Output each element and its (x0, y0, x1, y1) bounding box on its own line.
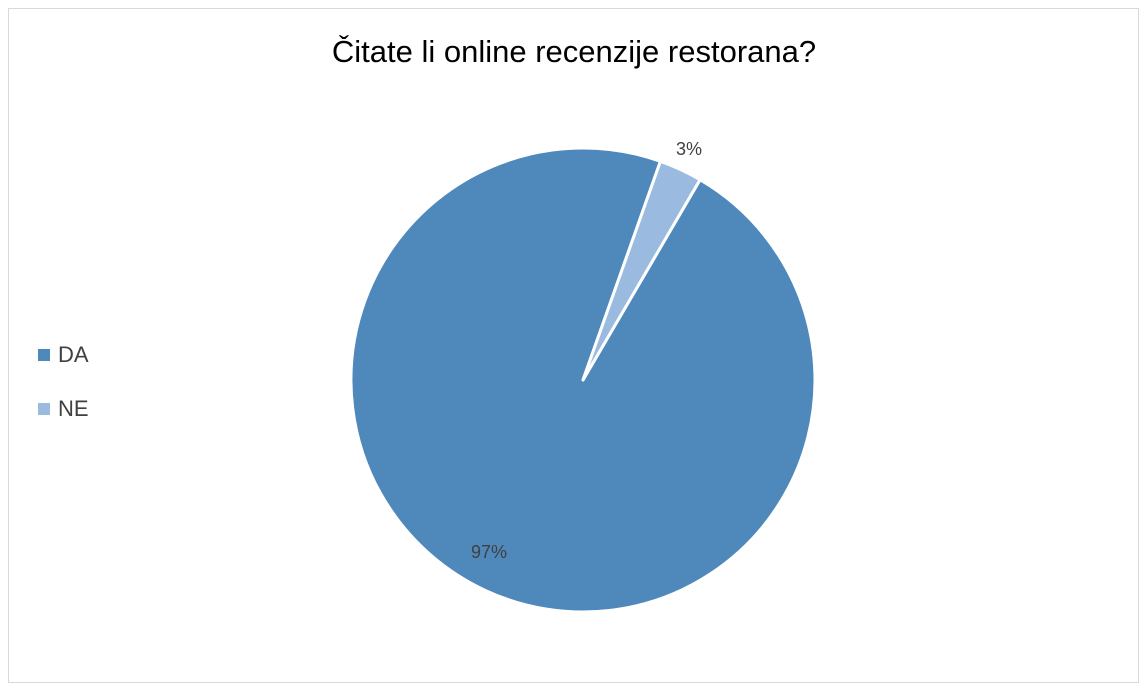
legend: DA NE (38, 338, 89, 446)
legend-item-ne: NE (38, 392, 89, 426)
data-label-da: 97% (471, 542, 507, 562)
legend-label-ne: NE (58, 396, 89, 421)
pie-slice-ne (581, 159, 702, 382)
legend-swatch-da (38, 349, 50, 361)
legend-item-da: DA (38, 338, 89, 372)
legend-swatch-ne (38, 403, 50, 415)
legend-label-da: DA (58, 342, 89, 367)
data-label-ne: 3% (676, 139, 702, 159)
chart-title: Čitate li online recenzije restorana? (331, 34, 817, 69)
